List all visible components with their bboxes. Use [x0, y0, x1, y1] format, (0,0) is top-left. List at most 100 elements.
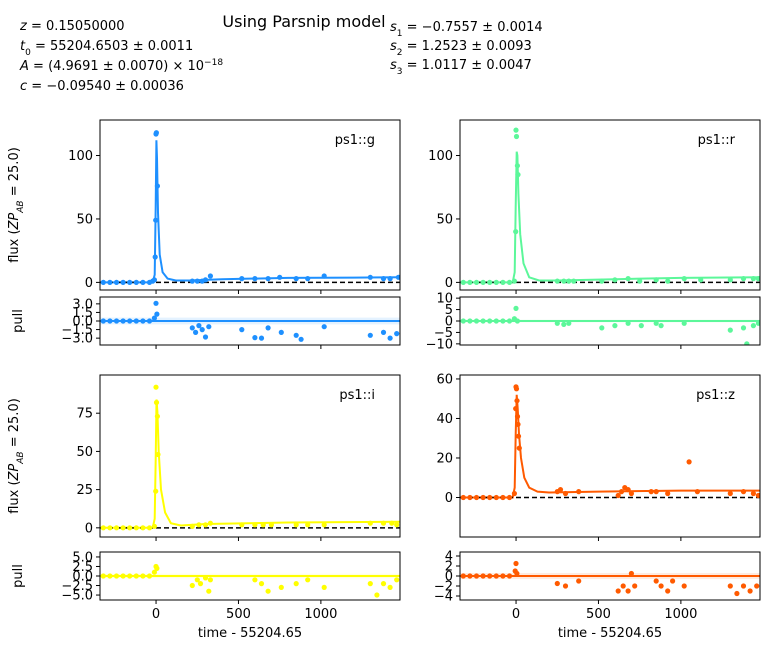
- data-point: [252, 276, 258, 282]
- data-point: [133, 279, 139, 285]
- data-point: [554, 278, 560, 284]
- y-tick-label: 20: [436, 451, 453, 466]
- data-point: [154, 413, 160, 419]
- pull-point: [380, 581, 387, 587]
- flux-plot-area: [100, 384, 400, 531]
- pull-point: [599, 325, 605, 331]
- data-point: [277, 274, 283, 280]
- pull-point: [514, 570, 520, 577]
- data-point: [571, 278, 577, 284]
- pull-y-tick-label: 5.0: [72, 550, 93, 565]
- data-point: [628, 490, 635, 497]
- pull-point: [197, 581, 204, 587]
- data-point: [194, 278, 200, 284]
- pull-point: [493, 318, 499, 324]
- pull-point: [120, 573, 126, 579]
- data-point: [511, 490, 517, 497]
- x-tick-label: 1000: [304, 607, 337, 622]
- pull-point: [576, 578, 582, 584]
- data-point: [625, 487, 631, 493]
- pull-point: [202, 334, 209, 340]
- data-point: [153, 384, 159, 390]
- data-point: [467, 494, 473, 501]
- data-point: [389, 520, 395, 526]
- pull-point: [754, 583, 760, 589]
- pull-y-tick-label: −1.5: [61, 323, 93, 338]
- pull-point: [202, 575, 209, 581]
- data-point: [562, 490, 569, 497]
- pull-point: [487, 318, 493, 324]
- data-point: [487, 494, 493, 501]
- data-point: [100, 525, 106, 531]
- pull-point: [625, 320, 631, 326]
- pull-point: [278, 329, 284, 335]
- model-curve: [460, 394, 760, 499]
- pull-point: [561, 321, 567, 327]
- data-point: [155, 451, 161, 458]
- y-tick-label: 100: [68, 149, 93, 164]
- band-label: ps1::r: [698, 133, 736, 148]
- pull-point: [206, 324, 212, 330]
- pull-point: [493, 573, 499, 579]
- pull-y-tick-label: −10: [426, 337, 453, 352]
- pull-point: [734, 590, 740, 597]
- data-point: [151, 523, 157, 529]
- pull-point: [189, 325, 195, 331]
- pull-point: [374, 592, 380, 598]
- y-tick-label: 40: [436, 412, 453, 427]
- pull-y-tick-label: 0: [445, 570, 453, 585]
- pull-point: [467, 318, 473, 324]
- data-point: [189, 523, 195, 529]
- data-point: [100, 279, 106, 285]
- pull-plot-area: [100, 300, 400, 342]
- pull-point: [189, 582, 195, 589]
- data-point: [380, 520, 387, 526]
- model-curve: [100, 140, 400, 284]
- data-point: [152, 254, 158, 260]
- pull-y-tick-label: 3.0: [72, 297, 93, 312]
- band-label: ps1::i: [339, 388, 375, 403]
- pull-point: [146, 573, 153, 579]
- pull-point: [620, 583, 626, 589]
- data-point: [514, 163, 521, 169]
- data-point: [153, 488, 159, 494]
- pull-point: [127, 318, 133, 324]
- pull-point: [506, 318, 513, 324]
- pull-y-tick-label: −5.0: [61, 589, 93, 604]
- data-point: [740, 276, 747, 282]
- pull-point: [127, 573, 133, 579]
- data-point: [515, 421, 521, 427]
- pull-point: [151, 315, 157, 321]
- flux-axis-label: flux (ZPAB = 25.0): [7, 398, 26, 514]
- pull-plot-area: [460, 560, 760, 597]
- pull-y-tick-label: 2.5: [72, 560, 93, 575]
- pull-point: [206, 588, 212, 594]
- data-point: [500, 279, 506, 285]
- pull-point: [154, 565, 160, 572]
- data-point: [146, 525, 153, 531]
- data-point: [380, 276, 387, 282]
- data-point: [698, 277, 704, 283]
- left-param-1: t0 = 55204.6503 ± 0.0011: [20, 39, 193, 58]
- pull-point: [194, 577, 200, 583]
- y-tick-label: 60: [436, 372, 453, 387]
- data-point: [513, 229, 519, 235]
- pull-point: [151, 569, 157, 575]
- data-point: [154, 183, 160, 189]
- pull-point: [755, 320, 760, 326]
- data-point: [189, 278, 195, 284]
- data-point: [265, 276, 271, 282]
- data-point: [513, 386, 520, 392]
- data-point: [686, 459, 692, 465]
- left-param-3: c = −0.09540 ± 0.00036: [20, 79, 184, 94]
- pull-point: [681, 583, 687, 589]
- data-point: [293, 522, 299, 528]
- pull-point: [500, 573, 506, 579]
- pull-point: [566, 320, 572, 326]
- pull-y-tick-label: −5: [434, 326, 453, 341]
- pull-point: [514, 318, 521, 324]
- pull-point: [258, 335, 265, 341]
